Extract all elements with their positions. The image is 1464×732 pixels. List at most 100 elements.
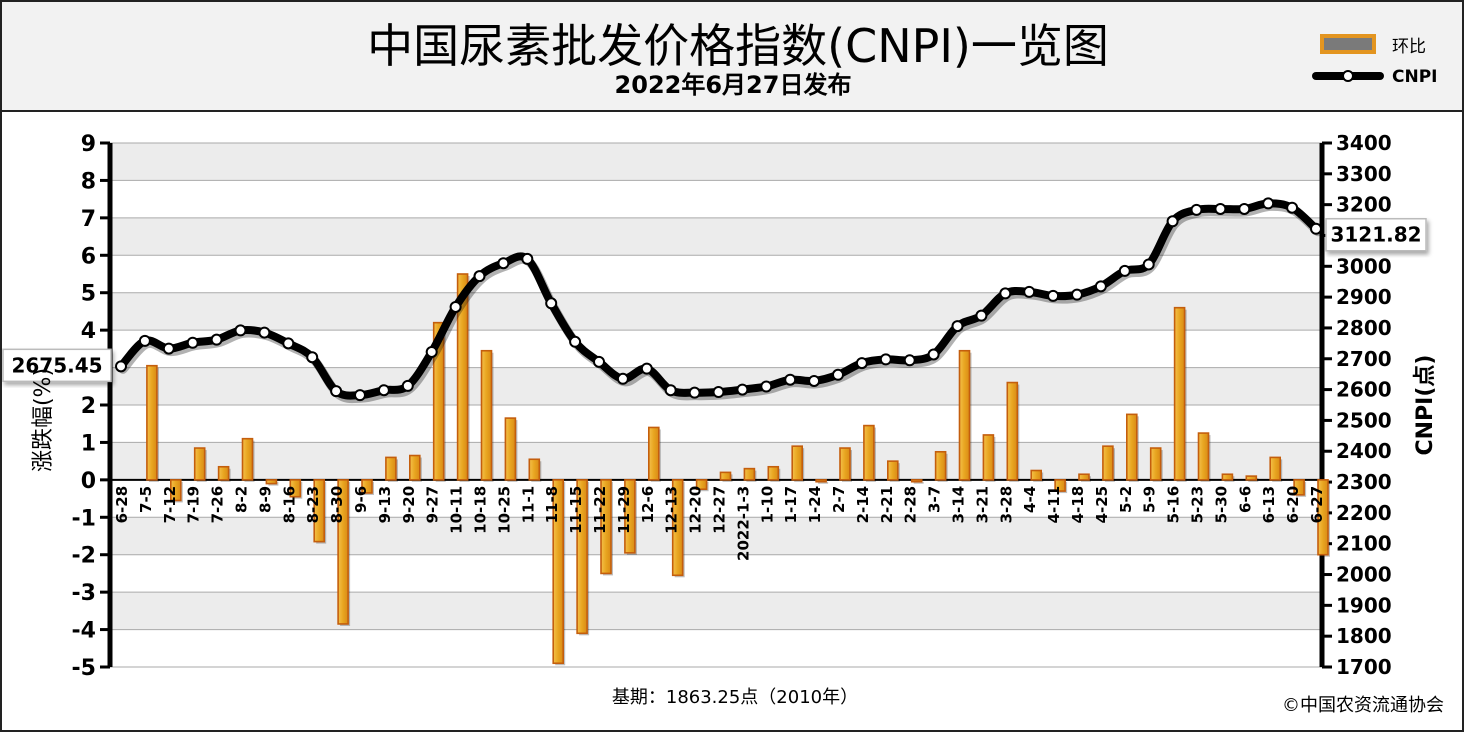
cnpi-point: [545, 297, 558, 310]
left-tick-label: -3: [72, 581, 96, 606]
x-tick-label: 1-24: [806, 486, 824, 524]
left-axis-ticks: 9876543210-1-2-3-4-5: [72, 132, 110, 681]
cnpi-point: [1238, 202, 1251, 215]
bar: [456, 273, 469, 481]
cnpi-point: [569, 335, 582, 348]
bar: [624, 479, 636, 554]
x-tick-label: 2022-1-3: [734, 486, 752, 561]
x-tick-label: 8-2: [233, 486, 251, 513]
left-axis-title: 涨跌幅(%): [31, 368, 56, 472]
left-tick-label: 6: [81, 244, 96, 269]
cnpi-point: [1262, 197, 1275, 210]
bar: [1317, 479, 1329, 556]
x-tick-label: 9-20: [400, 486, 418, 524]
bar: [839, 447, 851, 481]
x-axis-labels: 6-28 7-5 7-12 7-19 7-26 8-2 8-9 8-16 8-23 8-30 9-6…: [113, 486, 1326, 561]
cnpi-point: [1071, 288, 1083, 301]
left-tick-label: 5: [81, 282, 96, 307]
right-tick-label: 2900: [1336, 285, 1392, 309]
x-tick-label: 8-16: [280, 486, 298, 524]
x-tick-label: 11-1: [519, 486, 537, 524]
cnpi-point: [401, 379, 414, 392]
x-tick-label: 2-14: [854, 486, 872, 524]
x-tick-label: 8-30: [328, 486, 346, 524]
bar: [337, 479, 349, 625]
cnpi-point: [903, 354, 916, 367]
x-tick-label: 8-23: [304, 486, 322, 524]
bar: [815, 479, 827, 483]
cnpi-point: [664, 384, 677, 397]
x-tick-label: 3-28: [997, 486, 1015, 524]
end-value-box: [1325, 217, 1427, 252]
right-axis-ticks: 3400330032003100300029002800270026002500…: [1322, 131, 1392, 679]
left-tick-label: 4: [81, 319, 96, 344]
cnpi-point: [736, 383, 749, 396]
bar: [863, 424, 875, 481]
base-period-note: 基期：1863.25点（2010年）: [612, 687, 858, 708]
x-tick-label: 5-2: [1117, 486, 1135, 513]
grid-band: [110, 554, 1322, 593]
x-tick-label: 4-25: [1093, 486, 1111, 524]
plot-panel: [0, 110, 1464, 732]
start-value-callout: 2675.45: [2, 348, 112, 383]
bar: [1149, 447, 1162, 481]
bar: [576, 479, 588, 635]
right-tick-label: 3300: [1336, 162, 1392, 186]
grid-band: [110, 143, 1322, 181]
x-tick-label: 12-20: [687, 486, 705, 534]
x-tick-label: 10-11: [448, 486, 466, 534]
chart-title: 中国尿素批发价格指数(CNPI)一览图: [367, 19, 1109, 73]
cnpi-point: [138, 334, 151, 347]
right-tick-label: 2800: [1336, 316, 1392, 340]
cnpi-point: [784, 373, 797, 386]
bar: [1126, 413, 1138, 481]
grid-band: [110, 517, 1322, 555]
cnpi-point: [186, 336, 199, 349]
x-tick-label: 10-18: [472, 486, 490, 534]
bar: [743, 467, 756, 481]
cnpi-point: [115, 360, 127, 373]
grid-bands: [110, 143, 1322, 667]
right-tick-label: 2300: [1336, 470, 1392, 494]
start-value-box: [2, 348, 112, 383]
bar: [313, 479, 326, 543]
x-tick-label: 6-6: [1236, 486, 1254, 513]
bar: [1197, 432, 1210, 481]
x-tick-label: 4-4: [1021, 486, 1039, 513]
right-tick-label: 1700: [1336, 655, 1392, 679]
cnpi-point: [712, 386, 725, 399]
grid-band: [110, 592, 1322, 630]
grid-band: [110, 367, 1322, 405]
bar: [671, 479, 684, 577]
grid-band: [110, 180, 1322, 218]
cnpi-point: [1047, 289, 1060, 302]
x-tick-label: 3-21: [973, 486, 991, 524]
cnpi-point: [425, 345, 438, 358]
left-tick-label: 0: [81, 469, 96, 494]
bar: [1269, 456, 1281, 481]
x-tick-label: 5-9: [1141, 486, 1159, 513]
x-tick-label: 10-25: [495, 486, 513, 534]
bars-series: [146, 273, 1330, 666]
cnpi-point: [210, 333, 223, 346]
cnpi-point: [593, 355, 605, 368]
annotations: 2675.45 3121.82: [2, 217, 1427, 383]
bar: [791, 445, 804, 481]
grid-band: [110, 629, 1322, 667]
left-tick-label: -2: [72, 544, 96, 569]
x-tick-label: 1-17: [782, 486, 800, 524]
grid-band: [110, 442, 1322, 480]
right-tick-label: 2700: [1336, 347, 1392, 371]
x-tick-label: 5-30: [1212, 486, 1230, 524]
left-tick-label: -4: [72, 619, 96, 644]
x-tick-label: 2-7: [830, 486, 848, 513]
cnpi-point: [449, 300, 462, 313]
cnpi-point: [258, 326, 271, 339]
bar: [1078, 473, 1090, 481]
bar: [217, 465, 230, 481]
bar: [1054, 479, 1066, 492]
grid-band: [110, 479, 1322, 518]
x-tick-label: 2-28: [902, 486, 920, 524]
grid-band: [110, 405, 1322, 443]
